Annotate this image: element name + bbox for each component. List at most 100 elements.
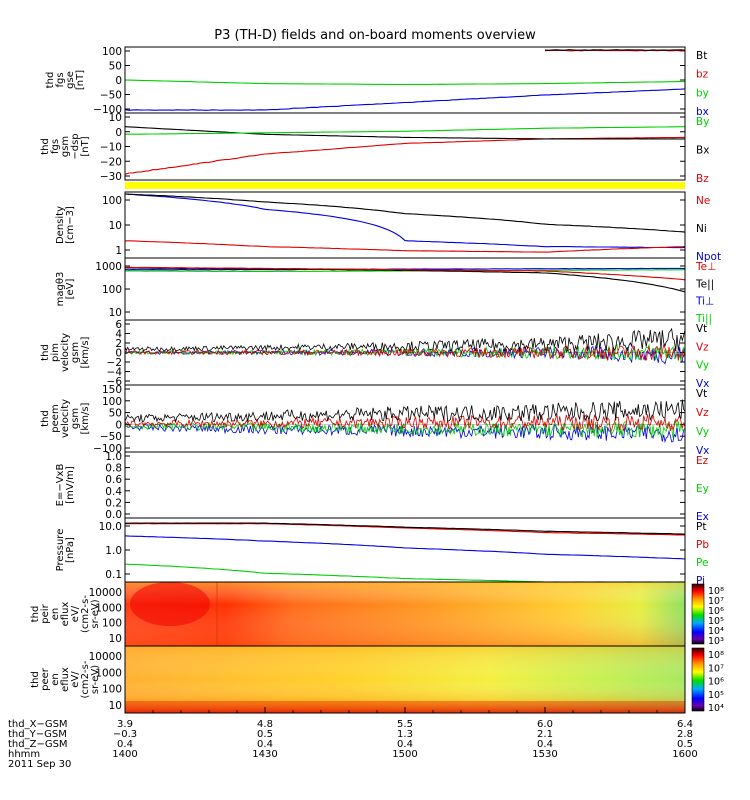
- ytick-ve-3: 0: [115, 419, 122, 431]
- ylabel-fgs-gse-3: [nT]: [75, 70, 86, 90]
- ytick-vi-2: 2: [115, 338, 122, 350]
- legend-fgs-gse-0: Bt: [696, 50, 707, 62]
- panel-frame-efield: [124, 451, 686, 519]
- page-title: P3 (TH-D) fields and on-board moments ov…: [214, 28, 536, 43]
- xrow-1-value-3: 2.1: [537, 729, 553, 740]
- date-label: 2011 Sep 30: [8, 759, 71, 770]
- series-ve-Vx: [124, 423, 686, 444]
- ytick-vi-5: −4: [107, 367, 123, 379]
- xrow-3-value-2: 1500: [392, 749, 417, 760]
- ytick-temp-1: 100: [102, 284, 122, 296]
- colorbar-label-peir-2: 10⁶: [708, 606, 724, 617]
- ytick-density-1: 10: [109, 220, 122, 232]
- ytick-fgs-gsm-3: −20: [100, 156, 122, 168]
- legend-fgs-gse-2: by: [696, 87, 709, 99]
- colorbar-label-peir-0: 10⁸: [708, 586, 724, 597]
- xrow-3-value-4: 1600: [672, 749, 697, 760]
- panel-frame-density: [124, 191, 686, 259]
- xrow-2-value-0: 0.4: [117, 739, 133, 750]
- legend-ve-3: Vx: [696, 445, 709, 457]
- ytick-fgs-gsm-4: −30: [100, 171, 122, 183]
- mode-bar: [125, 182, 685, 189]
- panel-efield: E=−VxB [mV/m] 1.00.80.60.40.20.0 Ez Ey Ex: [55, 451, 709, 523]
- ylabel-peer-5: (cm2-s-: [80, 660, 91, 698]
- ylabel-peer-1: peer: [40, 667, 51, 691]
- ytick-temp-0: 1000: [95, 261, 122, 273]
- ylabel-density-1: [cm−3]: [65, 206, 76, 244]
- series-temp-Ti⊥: [124, 267, 686, 271]
- ylabel-peer-6: sr-eV): [90, 665, 101, 694]
- ytick-fgs-gse-3: −50: [100, 90, 122, 102]
- legend-efield-2: Ex: [696, 511, 709, 523]
- ytick-vi-4: −2: [107, 357, 122, 369]
- legend-pressure-3: Pi: [696, 575, 705, 587]
- legend-temp-3: Ti||: [695, 313, 712, 325]
- legend-ve-0: Vt: [696, 388, 707, 400]
- xrow-0-value-4: 6.4: [677, 719, 693, 730]
- xrow-1-value-1: 0.5: [257, 729, 273, 740]
- ytick-vi-6: −6: [107, 376, 123, 388]
- series-pressure-Pb: [124, 523, 686, 536]
- ytick-vi-3: 0: [115, 348, 122, 360]
- ylabel-vi-0: thd: [40, 344, 51, 361]
- ytick-peer-2: 100: [102, 684, 122, 696]
- legend-efield-0: Ez: [696, 455, 709, 467]
- legend-fgs-gsm-1: Bx: [696, 145, 709, 157]
- ytick-vi-1: 4: [115, 329, 122, 341]
- xrow-0-value-2: 5.5: [397, 719, 413, 730]
- legend-vi-0: Vt: [696, 323, 707, 335]
- ylabel-ve-1: peem: [50, 404, 61, 432]
- ylabel-density-0: Density: [55, 206, 66, 244]
- panel-temp: magθ3 [eV] 1000 100 10 Te⊥ Te|| Ti⊥ Ti||: [55, 257, 716, 325]
- peir-hotspot: [130, 582, 210, 626]
- ylabel-peer-4: eV/: [70, 671, 81, 688]
- ylabel-fgs-gsm-4: [nT]: [80, 136, 91, 156]
- series-fgs-gse-by: [124, 79, 686, 86]
- ylabel-fgs-gse-2: gse: [65, 71, 76, 89]
- panel-frame-temp: [124, 257, 686, 321]
- xrow-3-value-1: 1430: [252, 749, 277, 760]
- ytick-fgs-gse-4: −100: [93, 104, 122, 116]
- ylabel-peer-3: eflux: [60, 667, 71, 692]
- xrow-1-value-2: 1.3: [397, 729, 413, 740]
- legend-temp-2: Ti⊥: [695, 296, 714, 308]
- legend-vi-2: Vy: [696, 360, 709, 372]
- series-fgs-gsm-Bz: [124, 136, 686, 175]
- ytick-fgs-gse-1: 50: [109, 61, 122, 73]
- series-density-Npot: [124, 193, 686, 249]
- panel-frame-fgs-gsm: [124, 112, 686, 181]
- colorbar-peir: [691, 583, 705, 645]
- ytick-temp-2: 10: [109, 307, 122, 319]
- ylabel-ve-0: thd: [40, 410, 51, 427]
- legend-temp-0: Te⊥: [695, 261, 716, 273]
- ytick-peer-0: 10000: [89, 651, 122, 663]
- legend-ve-1: Vz: [696, 407, 709, 419]
- ytick-efield-1: 0.8: [105, 463, 122, 475]
- ylabel-fgs-gsm-3: −dsp: [70, 133, 81, 159]
- series-ve-Vz: [124, 413, 686, 432]
- colorbar-label-peir-1: 10⁷: [708, 596, 724, 607]
- ytick-fgs-gse-2: 0: [115, 75, 122, 87]
- series-density-Ne: [124, 240, 686, 253]
- ytick-peir-2: 100: [102, 618, 122, 630]
- colorbar-label-peer-0: 10⁸: [708, 650, 724, 661]
- legend-vi-1: Vz: [696, 341, 709, 353]
- panel-frame-fgs-gse: [124, 46, 686, 114]
- ylabel-peir-4: eV/: [70, 605, 81, 622]
- series-pressure-Pe: [124, 563, 686, 583]
- panel-peir: thd peir en eflux eV/(cm2-s-sr-eV)10000 1000 1…: [30, 581, 724, 647]
- legend-density-1: Ni: [696, 223, 707, 235]
- legend-efield-1: Ey: [696, 483, 709, 495]
- ylabel-temp-0: magθ3: [55, 272, 66, 307]
- xrow-3-value-0: 1400: [112, 749, 137, 760]
- xrow-2-value-1: 0.4: [257, 739, 273, 750]
- colorbar-label-peir-5: 10³: [708, 636, 724, 647]
- ylabel-fgs-gsm-2: gsm: [60, 136, 71, 157]
- ytick-peer-3: 10: [109, 700, 122, 712]
- xrow-0-value-1: 4.8: [257, 719, 273, 730]
- series-pressure-Pi: [124, 535, 686, 560]
- ylabel-vi-3: gsm: [70, 342, 81, 363]
- xrow-0-value-3: 6.0: [537, 719, 553, 730]
- ylabel-fgs-gsm-0: thd: [40, 138, 51, 155]
- ytick-fgs-gsm-2: −10: [100, 142, 122, 154]
